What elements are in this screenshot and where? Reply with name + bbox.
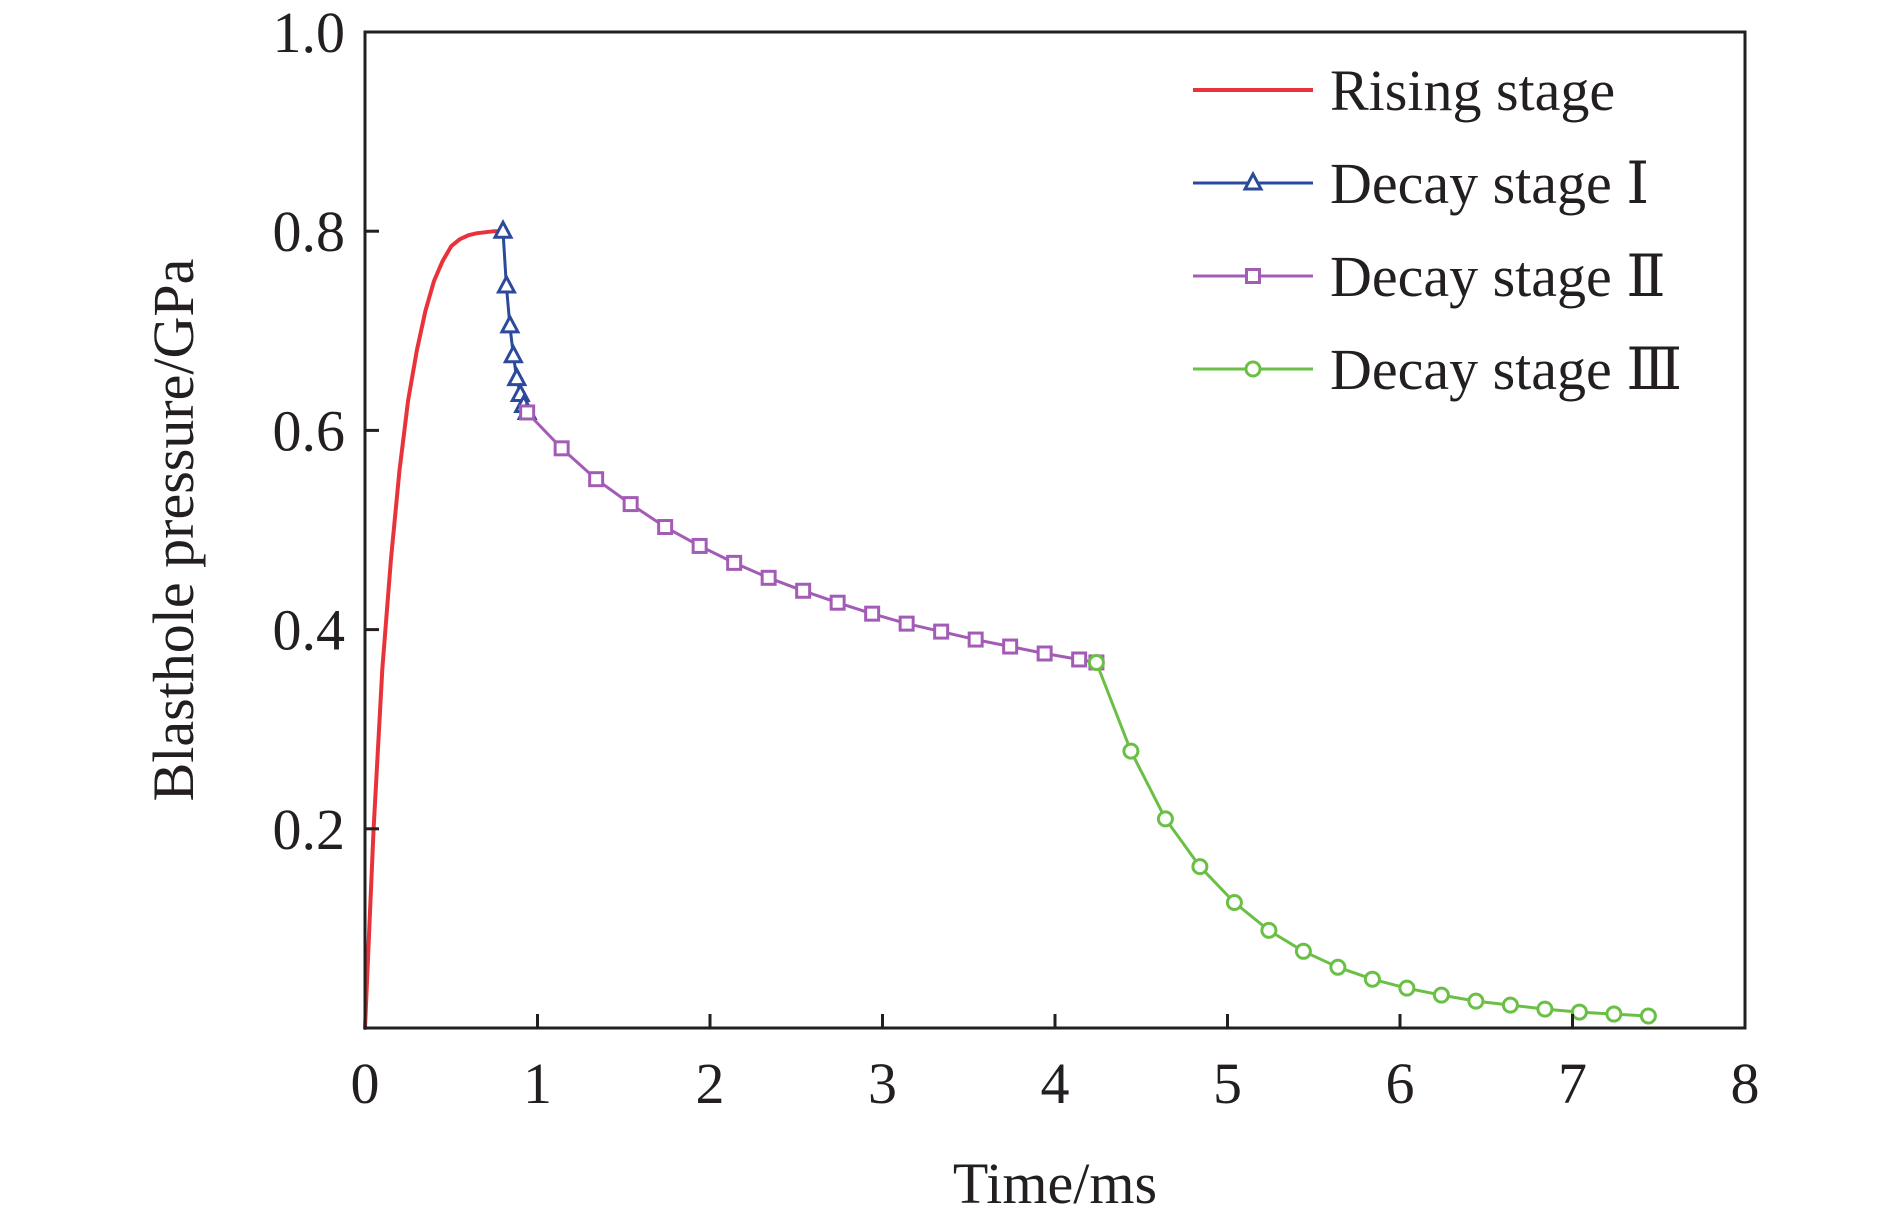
series-3-point-12 (1501, 996, 1519, 1014)
series-3-point-2 (1156, 810, 1174, 828)
series-3-point-1 (1122, 742, 1140, 760)
series-line-3 (1094, 661, 1650, 1018)
x-tick-label-2: 2 (696, 1051, 725, 1116)
series-2-point-2 (588, 471, 605, 488)
series-3-point-4 (1225, 894, 1243, 912)
series-2-point-1 (553, 440, 570, 457)
series-3-point-11 (1467, 992, 1485, 1010)
series-3-point-5 (1260, 921, 1278, 939)
axes: 0 1 2 3 4 5 6 7 8 0.2 0.4 0.6 0.8 1.0 Time/ms Blasthole… (141, 0, 1760, 1216)
series-3-point-14 (1570, 1003, 1588, 1021)
legend-label-2: Decay stage Ⅱ (1330, 244, 1666, 309)
series-1-point-3 (502, 343, 524, 364)
series-2-point-16 (1071, 651, 1088, 668)
series-2-point-14 (1002, 638, 1019, 655)
legend-marker-1 (1242, 170, 1264, 191)
series-2-point-13 (967, 631, 984, 648)
x-tick-label-5: 5 (1213, 1051, 1242, 1116)
series-2-point-10 (864, 605, 881, 622)
series-1-point-2 (499, 313, 521, 334)
legend-label-0: Rising stage (1330, 58, 1615, 123)
series-3-point-9 (1398, 979, 1416, 997)
series-2-point-5 (691, 537, 708, 554)
y-tick-label-2: 0.6 (273, 398, 346, 463)
series-line-2 (525, 411, 1098, 664)
series-2-point-11 (898, 615, 915, 632)
series-2-point-12 (933, 623, 950, 640)
series-1-point-4 (506, 366, 528, 387)
x-tick-label-7: 7 (1558, 1051, 1587, 1116)
x-tick-label-3: 3 (868, 1051, 897, 1116)
legend-marker-2 (1245, 268, 1261, 284)
series-2-point-3 (622, 496, 639, 513)
series-2-point-6 (726, 554, 743, 571)
x-tick-label-1: 1 (523, 1051, 552, 1116)
legend-label-1: Decay stage Ⅰ (1330, 151, 1649, 216)
legend-marker-3 (1244, 360, 1262, 378)
series-2-point-8 (795, 582, 812, 599)
series-3-point-8 (1363, 970, 1381, 988)
series-3-point-16 (1639, 1007, 1657, 1025)
x-tick-label-8: 8 (1731, 1051, 1760, 1116)
legend: Rising stage Decay stage Ⅰ Decay stage Ⅱ De… (1193, 58, 1682, 402)
y-axis-title: Blasthole pressure/GPa (141, 259, 206, 802)
x-tick-label-0: 0 (351, 1051, 380, 1116)
x-axis-title: Time/ms (953, 1151, 1157, 1216)
series-2-point-0 (519, 404, 536, 421)
plot-area (363, 219, 1657, 1030)
series-line-0 (363, 229, 505, 1030)
series-3-point-3 (1191, 858, 1209, 876)
series-3-point-0 (1087, 653, 1105, 671)
series-2-point-9 (829, 594, 846, 611)
series-1-point-1 (495, 273, 517, 294)
x-tick-label-6: 6 (1386, 1051, 1415, 1116)
series-3-point-13 (1536, 1000, 1554, 1018)
series-2-point-4 (657, 519, 674, 536)
y-tick-label-3: 0.8 (273, 199, 346, 264)
series-2-point-15 (1036, 645, 1053, 662)
x-tick-label-4: 4 (1041, 1051, 1070, 1116)
y-tick-label-0: 0.2 (273, 797, 346, 862)
series-3-point-10 (1432, 986, 1450, 1004)
series-3-point-15 (1605, 1005, 1623, 1023)
series-3-point-7 (1329, 958, 1347, 976)
series-2-point-7 (760, 569, 777, 586)
y-tick-label-4: 1.0 (273, 0, 346, 65)
series-3-point-6 (1294, 942, 1312, 960)
series-1-point-0 (492, 219, 514, 239)
legend-label-3: Decay stage Ⅲ (1330, 337, 1682, 402)
y-tick-label-1: 0.4 (273, 598, 346, 663)
